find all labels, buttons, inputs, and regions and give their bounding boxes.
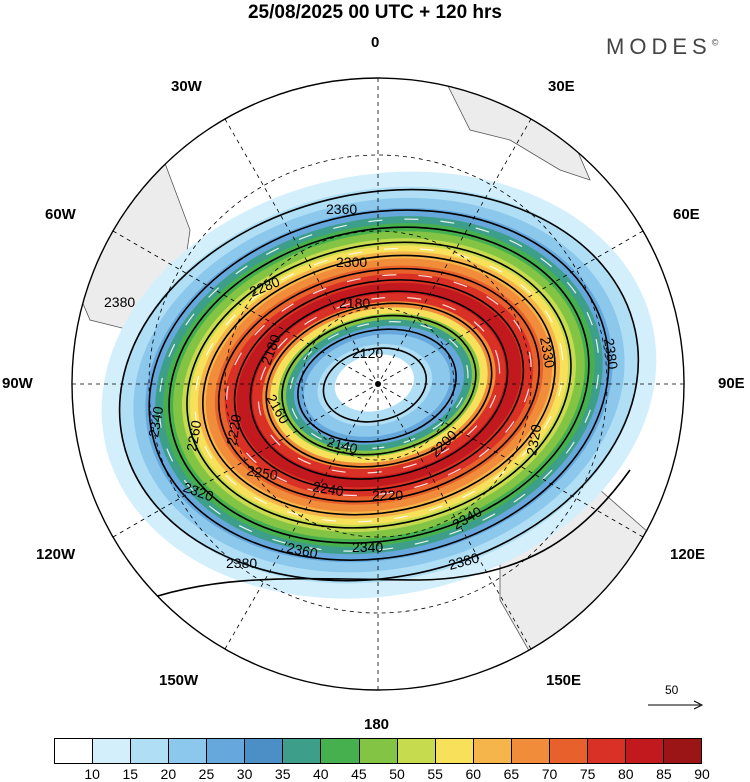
- label-0: 0: [371, 34, 380, 51]
- contour-label: 2300: [336, 254, 367, 270]
- label-120e: 120E: [670, 546, 706, 563]
- contour-label: 2220: [223, 413, 244, 447]
- colorbar-tick-label: 55: [427, 766, 443, 782]
- colorbar-box: [397, 739, 436, 763]
- colorbar-tick-label: 65: [503, 766, 520, 782]
- colorbar: [54, 738, 702, 764]
- contour-label: 2120: [352, 345, 383, 361]
- colorbar-tick-label: 75: [579, 766, 596, 782]
- map-boundary: [71, 77, 685, 691]
- label-150e: 150E: [546, 672, 582, 689]
- colorbar-box: [587, 739, 626, 763]
- contour-label: 2380: [226, 555, 257, 571]
- colorbar-box: [549, 739, 588, 763]
- colorbar-box: [245, 739, 284, 763]
- wind-arrows: [158, 218, 600, 552]
- scale-vector-label: 50: [665, 683, 679, 697]
- colorbar-tick-label: 35: [274, 766, 291, 782]
- south-pole-dot: [375, 381, 381, 387]
- label-90w: 90W: [2, 375, 33, 392]
- brand-text: MODES: [606, 34, 712, 59]
- colorbar-tick-label: 70: [541, 766, 558, 782]
- label-30e: 30E: [548, 78, 575, 95]
- label-60w: 60W: [45, 206, 76, 223]
- contour-label: 2340: [352, 539, 383, 555]
- colorbar-box: [93, 739, 132, 763]
- modes-logo: MODES©: [606, 34, 718, 60]
- colorbar-box: [359, 739, 398, 763]
- height-contours: [118, 188, 640, 582]
- contour-label: 2380: [447, 549, 481, 573]
- colorbar-box: [131, 739, 170, 763]
- contour-2380-south: [134, 469, 631, 605]
- colorbar-tick-label: 40: [313, 766, 329, 782]
- label-150w: 150W: [159, 672, 199, 689]
- scale-vector-arrow: [648, 700, 704, 710]
- colorbar-box: [207, 739, 246, 763]
- colorbar-box: [473, 739, 512, 763]
- contour-label: 2260: [183, 419, 204, 453]
- label-30w: 30W: [171, 78, 202, 95]
- label-60e: 60E: [673, 206, 700, 223]
- contour-label: 2320: [523, 423, 544, 457]
- colorbar-tick-label: 60: [465, 766, 482, 782]
- brand-mark: ©: [711, 37, 719, 48]
- colorbar-tick-label: 85: [656, 766, 672, 782]
- contour-label: 2140: [325, 433, 359, 457]
- contour-label: 2360: [285, 539, 319, 561]
- label-120w: 120W: [36, 546, 76, 563]
- colorbar-box: [283, 739, 322, 763]
- colorbar-box: [321, 739, 360, 763]
- label-180: 180: [364, 716, 390, 733]
- colorbar-box: [511, 739, 550, 763]
- contour-label: 2240: [311, 478, 345, 499]
- contour-label: 2220: [372, 487, 403, 503]
- colorbar-box: [169, 739, 208, 763]
- map-title: 25/08/2025 00 UTC + 120 hrs: [247, 2, 503, 23]
- colorbar-tick-label: 45: [351, 766, 367, 782]
- label-90e: 90E: [718, 375, 745, 392]
- contour-label: 2380: [104, 294, 135, 310]
- colorbar-tick-label: 20: [160, 766, 177, 782]
- contour-label: 2380: [601, 337, 621, 370]
- colorbar-tick-label: 10: [84, 766, 100, 782]
- contour-label: 2360: [326, 201, 357, 217]
- colorbar-tick-label: 50: [389, 766, 405, 782]
- contour-label: 2180: [339, 295, 370, 311]
- colorbar-tick-label: 90: [694, 766, 710, 782]
- colorbar-box: [664, 739, 702, 763]
- colorbar-tick-label: 80: [617, 766, 634, 782]
- contour-label: 2340: [145, 405, 166, 439]
- colorbar-tick-label: 25: [198, 766, 215, 782]
- colorbar-tick-label: 30: [236, 766, 253, 782]
- colorbar-tick-label: 15: [122, 766, 139, 782]
- contour-label: 2250: [245, 462, 279, 483]
- contour-label: 2330: [537, 336, 558, 370]
- colorbar-box: [55, 739, 94, 763]
- colorbar-box: [435, 739, 474, 763]
- colorbar-box: [625, 739, 664, 763]
